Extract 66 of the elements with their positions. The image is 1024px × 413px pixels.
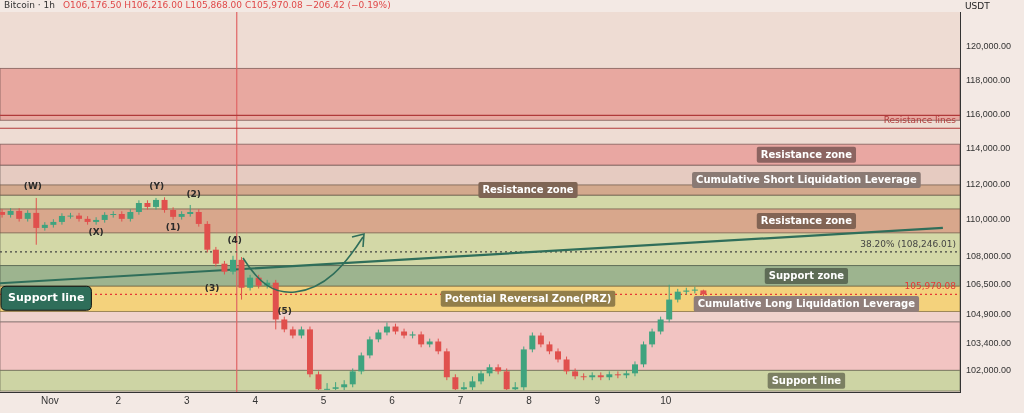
candlestick bbox=[76, 212, 83, 223]
candlestick bbox=[58, 212, 65, 226]
band-label: Support line bbox=[771, 374, 842, 386]
x-tick-label: 6 bbox=[389, 394, 396, 406]
x-tick-label: 3 bbox=[184, 394, 191, 406]
series-label: Support line bbox=[8, 291, 85, 305]
annotation: (1) bbox=[165, 221, 181, 232]
y-tick-label: 110,000.00 bbox=[966, 214, 1011, 225]
annotation: (W) bbox=[23, 181, 42, 192]
x-tick-label: 8 bbox=[526, 394, 533, 406]
candlestick bbox=[666, 284, 673, 323]
annotation: (3) bbox=[204, 283, 220, 294]
annotation: (5) bbox=[277, 305, 292, 316]
y-tick-label: 103,400.00 bbox=[966, 337, 1012, 348]
candlestick bbox=[401, 328, 408, 339]
chart-subtitle: O106,176.50 H106,216.00 L105,868.00 C105,970.08 −206.42 (−0.19%) bbox=[62, 0, 391, 10]
y-tick-label: 112,000.00 bbox=[966, 178, 1011, 189]
annotation: (X) bbox=[88, 227, 104, 237]
candlestick bbox=[529, 331, 536, 353]
candlestick bbox=[93, 216, 100, 226]
candlestick bbox=[324, 382, 331, 391]
candlestick bbox=[503, 367, 510, 391]
y-axis-title: USDT bbox=[965, 0, 991, 11]
candlestick bbox=[649, 328, 656, 348]
candlestick bbox=[315, 370, 322, 391]
candlestick bbox=[33, 197, 40, 246]
x-tick-label: 10 bbox=[660, 394, 672, 406]
y-tick-label: 104,900.00 bbox=[966, 309, 1012, 320]
candlestick bbox=[0, 208, 6, 219]
y-tick-label: 114,000.00 bbox=[966, 143, 1011, 154]
candlestick bbox=[614, 370, 621, 379]
x-tick-label: 5 bbox=[320, 394, 327, 406]
band-label: Potential Reversal Zone(PRZ) bbox=[444, 292, 612, 304]
candlestick bbox=[691, 286, 698, 294]
candlestick bbox=[349, 367, 356, 388]
y-tick-label: 106,500.00 bbox=[966, 278, 1012, 289]
band-label: Cumulative Long Liquidation Leverage bbox=[697, 298, 916, 310]
x-tick-label: 2 bbox=[115, 394, 122, 406]
chart-title: Bitcoin · 1h bbox=[4, 0, 55, 10]
candlestick bbox=[495, 363, 502, 375]
candlestick bbox=[229, 255, 236, 275]
candlestick bbox=[460, 381, 467, 391]
y-tick-label: 108,000.00 bbox=[966, 250, 1012, 261]
band-label: Support zone bbox=[768, 270, 845, 281]
annotation: (2) bbox=[186, 189, 201, 200]
x-tick-label: 4 bbox=[252, 394, 259, 406]
y-tick-label: 102,000.00 bbox=[966, 364, 1012, 375]
candlestick bbox=[212, 246, 219, 267]
candlestick bbox=[640, 341, 647, 368]
candlestick bbox=[170, 206, 177, 221]
candlestick bbox=[366, 336, 373, 359]
candlestick bbox=[358, 352, 365, 375]
annotation: (Y) bbox=[149, 181, 165, 192]
candlestick bbox=[572, 367, 579, 380]
x-tick-label: 9 bbox=[594, 394, 601, 406]
candlestick bbox=[110, 210, 117, 219]
x-tick-label: Nov bbox=[41, 394, 59, 406]
ref-line-label: 38.20% (108,246.01) bbox=[860, 238, 956, 249]
band-label: Resistance zone bbox=[760, 148, 853, 160]
band-label: Cumulative Short Liquidation Leverage bbox=[696, 174, 917, 186]
x-tick-label: 7 bbox=[457, 394, 464, 406]
y-tick-label: 120,000.00 bbox=[966, 41, 1012, 52]
band-label: Resistance zone bbox=[760, 214, 853, 226]
band-label: Resistance zone bbox=[482, 184, 574, 196]
y-tick-label: 118,000.00 bbox=[966, 74, 1011, 85]
y-tick-label: 116,000.00 bbox=[966, 108, 1011, 119]
